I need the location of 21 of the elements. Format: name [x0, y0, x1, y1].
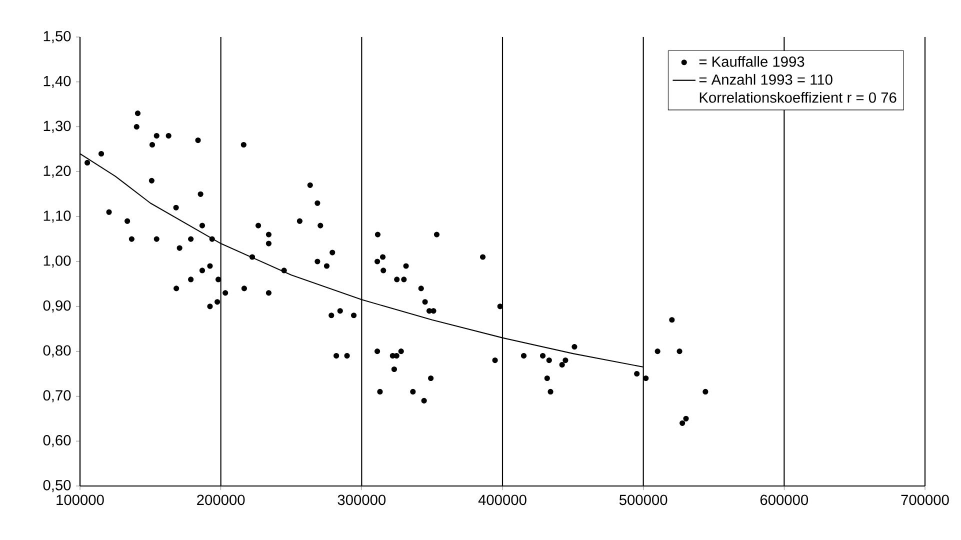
legend-label: = Kauffalle 1993 — [699, 56, 804, 67]
x-tick-label: 300000 — [338, 494, 386, 506]
y-tick-label: 1,50 — [44, 30, 71, 44]
y-tick-label: 1,30 — [44, 120, 71, 133]
annotation: Korrelationskoeffizient r = 0 76 — [700, 92, 896, 103]
y-tick-label: 1,20 — [44, 166, 71, 178]
legend-label: = Anzahl 1993 = 110 — [699, 74, 832, 85]
x-tick-label: 100000 — [56, 494, 104, 506]
y-tick-label: 0,80 — [43, 345, 71, 358]
y-tick-label: 0,50 — [43, 480, 71, 492]
y-tick-label: 1,40 — [44, 76, 71, 88]
x-tick-label: 400000 — [478, 494, 526, 506]
y-tick-label: 0,70 — [43, 390, 71, 402]
y-tick-label: 0,60 — [43, 435, 71, 448]
x-tick-label: 600000 — [760, 494, 808, 506]
y-tick-label: 0,90 — [43, 300, 71, 312]
x-tick-label: 200000 — [197, 494, 245, 506]
y-tick-label: 1,00 — [44, 255, 71, 268]
y-tick-label: 1,10 — [44, 210, 71, 223]
x-tick-label: 700000 — [901, 494, 949, 506]
x-tick-label: 500000 — [619, 494, 668, 506]
